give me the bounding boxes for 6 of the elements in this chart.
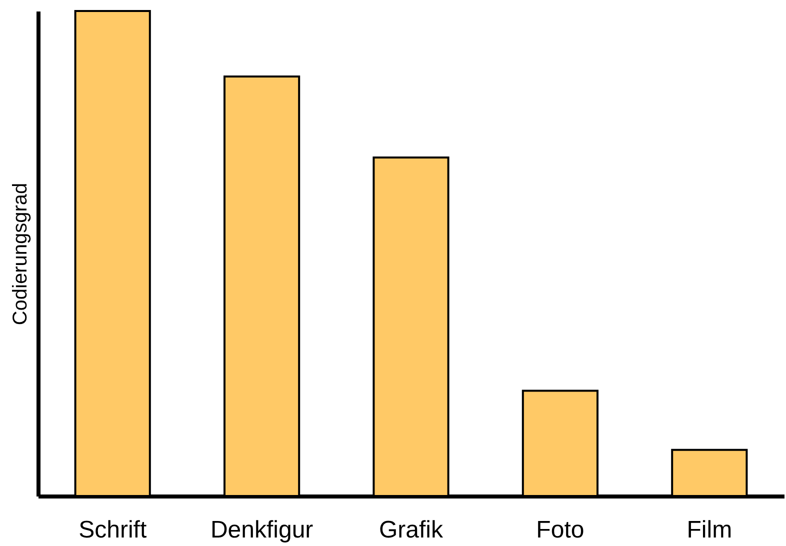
- x-tick-label: Denkfigur: [210, 516, 314, 544]
- x-tick-label: Film: [686, 516, 732, 544]
- x-tick-label: Grafik: [378, 516, 444, 544]
- x-tick-label: Schrift: [78, 516, 147, 544]
- y-axis-title: Codierungsgrad: [10, 182, 32, 326]
- x-tick-label: Foto: [536, 516, 584, 544]
